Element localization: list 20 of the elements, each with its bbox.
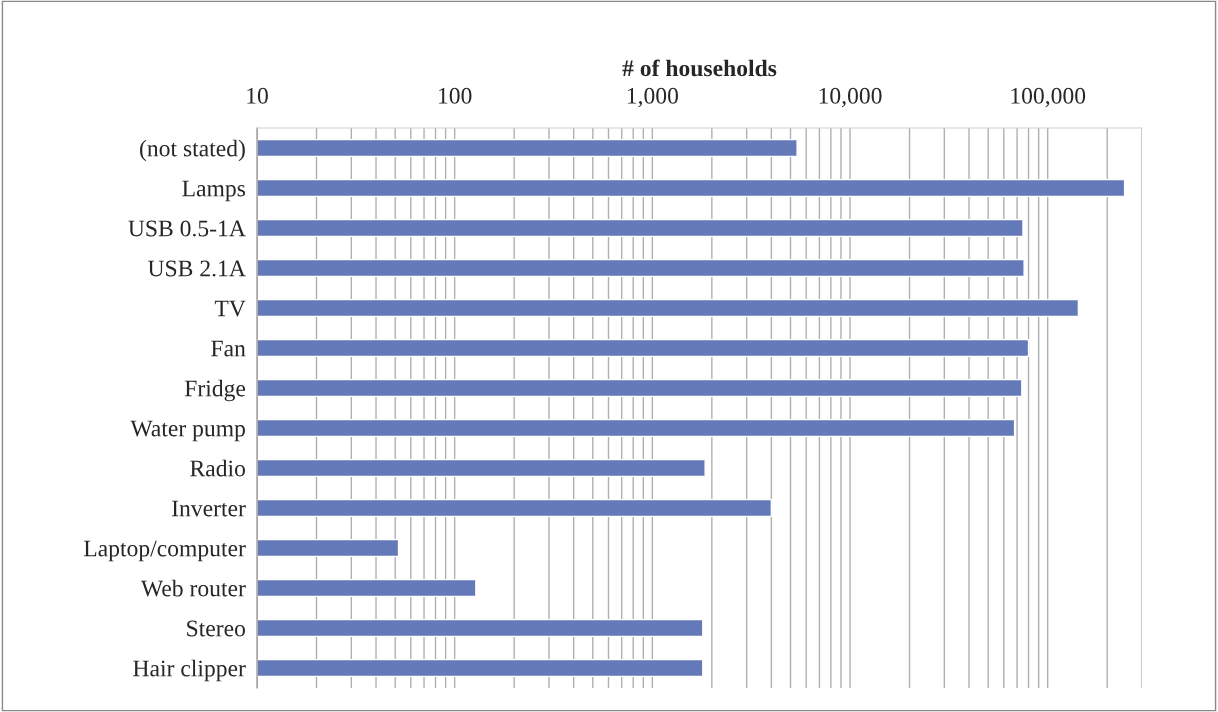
y-tick-label: TV	[214, 300, 246, 317]
x-tick-label: 10,000	[819, 87, 882, 108]
y-tick-label: Fridge	[184, 379, 246, 402]
x-tick-label: 10	[247, 87, 268, 104]
y-tick-label: Hair clipper	[133, 659, 246, 682]
y-tick-label: Stereo	[187, 620, 245, 637]
x-axis-title: # of households	[622, 59, 777, 77]
x-tick-label: 100	[439, 87, 472, 104]
x-tick-label: 1,000	[627, 87, 679, 108]
y-tick-label: Lamps	[182, 180, 246, 202]
y-tick-label: Inverter	[172, 500, 246, 517]
y-tick-label: USB 2.1A	[147, 260, 246, 277]
y-tick-label: USB 0.5-1A	[128, 220, 246, 237]
y-tick-label: Water pump	[130, 420, 245, 442]
y-tick-label: Radio	[190, 459, 245, 477]
y-tick-label: (not stated)	[140, 139, 245, 162]
y-tick-label: Fan	[211, 340, 246, 357]
y-tick-label: Laptop/computer	[83, 540, 246, 562]
y-tick-label: Web router	[140, 579, 246, 597]
x-tick-label: 100,000	[1011, 87, 1086, 108]
